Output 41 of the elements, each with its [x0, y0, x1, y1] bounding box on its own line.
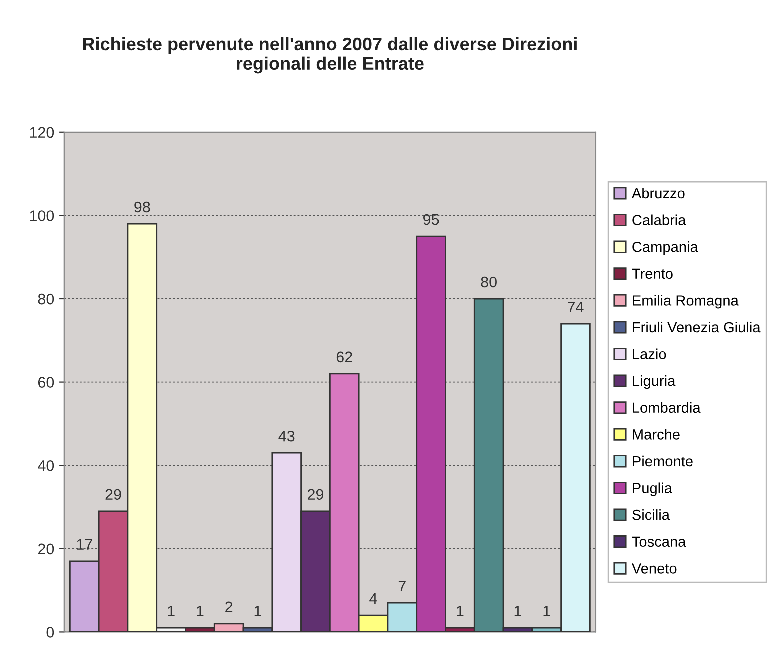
y-tick-label: 0	[46, 627, 54, 638]
data-label: 29	[308, 489, 324, 500]
y-tick-label: 100	[30, 210, 54, 222]
legend-label: Veneto	[632, 564, 677, 574]
data-label: 43	[278, 430, 295, 442]
data-label: 29	[106, 489, 122, 500]
legend-label: Toscana	[632, 536, 686, 548]
legend-label: Emilia Romagna	[633, 295, 739, 309]
legend-label: Sicilia	[632, 510, 670, 520]
legend-label: Piemonte	[633, 456, 693, 467]
y-tick-label: 120	[30, 127, 54, 138]
y-tick-label: 80	[38, 294, 54, 305]
y-tick-label: 20	[38, 544, 54, 555]
data-label: 7	[398, 581, 406, 592]
legend-label: Abruzzo	[632, 188, 685, 199]
y-tick-label: 60	[38, 377, 54, 388]
legend-label: Marche	[633, 429, 680, 440]
data-label: 95	[424, 214, 440, 226]
data-label: 74	[568, 302, 584, 312]
legend-label: Campania	[632, 242, 698, 256]
legend-label: Friuli Venezia Giulia	[633, 322, 761, 333]
y-tick-label: 40	[38, 460, 54, 472]
chart-title: Richieste pervenute nell'anno 2007 dalle diverse Direzioni regionali delle Entrate	[83, 37, 577, 74]
data-label: 1	[544, 606, 550, 617]
data-label: 4	[370, 594, 378, 604]
data-label: 80	[481, 276, 497, 288]
legend-label: Trento	[632, 268, 673, 280]
data-label: 1	[197, 606, 204, 617]
legend-label: Lombardia	[633, 402, 701, 414]
legend-label: Lazio	[633, 348, 666, 360]
data-label: 1	[514, 606, 522, 617]
data-label: 1	[254, 606, 262, 617]
data-label: 1	[457, 606, 464, 617]
legend-label: Calabria	[632, 214, 686, 226]
data-label: 98	[134, 202, 150, 213]
data-label: 62	[336, 352, 352, 363]
data-label: 1	[168, 606, 175, 617]
legend-label: Liguria	[633, 376, 676, 390]
data-label: 17	[77, 539, 92, 550]
legend-label: Puglia	[633, 482, 672, 496]
data-label: 2	[226, 602, 233, 612]
